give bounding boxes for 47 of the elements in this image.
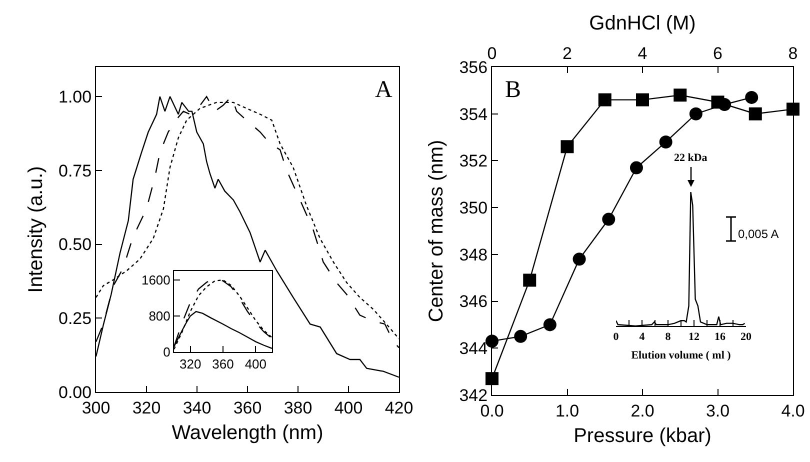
- x-tick-label: 20: [740, 331, 752, 344]
- y-axis-title: Intensity (a.u.): [25, 166, 48, 293]
- annotation: 0,005 A: [738, 227, 779, 241]
- x-tick-label: 340: [182, 398, 212, 418]
- x-tick-label: 1.0: [555, 401, 580, 420]
- y-tick-label: 0.25: [58, 309, 92, 328]
- x2-axis-title: GdnHCl (M): [589, 12, 696, 35]
- annotation: B: [505, 77, 522, 103]
- x2-tick-label: 2: [562, 44, 572, 64]
- x-tick-label: 16: [714, 331, 726, 344]
- x-tick-label: 4: [639, 331, 646, 344]
- y-tick-label: 0.50: [58, 235, 92, 254]
- x-axis-title: Pressure (kbar): [574, 424, 712, 447]
- x-tick-label: 3.0: [706, 401, 730, 420]
- x-tick-label: 400: [244, 356, 267, 372]
- x-tick-label: 360: [212, 356, 234, 372]
- annotation: 22 kDa: [674, 152, 708, 164]
- x-tick-label: 380: [284, 398, 312, 418]
- x-tick-label: 360: [233, 398, 262, 418]
- x-axis-title: Wavelength (nm): [172, 422, 324, 444]
- x2-tick-label: 4: [638, 44, 648, 64]
- y-tick-label: 352: [459, 152, 488, 171]
- y-tick-label: 1600: [141, 272, 170, 288]
- y-tick-label: 1.00: [58, 88, 92, 106]
- y-tick-label: 350: [459, 198, 488, 218]
- x-tick-label: 320: [132, 398, 161, 418]
- x-tick-label: 2.0: [630, 401, 654, 420]
- x-tick-label: 320: [179, 356, 202, 372]
- y-tick-label: 344: [459, 339, 488, 358]
- x-tick-label: 400: [334, 398, 363, 418]
- y-tick-label: 348: [459, 245, 488, 264]
- x-axis-title: Elution volume ( ml ): [631, 349, 732, 362]
- x-tick-label: 4.0: [781, 401, 805, 420]
- y-axis-title: Center of mass (nm): [426, 140, 448, 322]
- y-tick-label: 356: [459, 58, 488, 77]
- annotation: A: [375, 77, 393, 103]
- y-tick-label: 0: [163, 344, 170, 360]
- y-tick-label: 800: [148, 308, 170, 324]
- y-tick-label: 354: [459, 104, 488, 124]
- y-tick-label: 346: [459, 292, 488, 312]
- x-tick-label: 0: [613, 331, 620, 344]
- y-tick-label: 0.75: [58, 161, 92, 180]
- x2-tick-label: 6: [713, 44, 722, 64]
- x2-tick-label: 8: [788, 44, 798, 64]
- x-tick-label: 8: [665, 331, 672, 344]
- x-tick-label: 12: [688, 331, 700, 344]
- x-tick-label: 420: [384, 398, 414, 418]
